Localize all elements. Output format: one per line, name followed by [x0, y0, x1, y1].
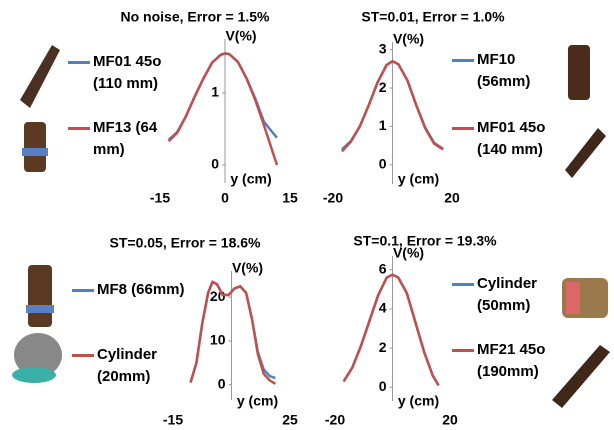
object-photos	[12, 45, 610, 408]
x-axis-label: y (cm)	[230, 171, 271, 187]
x-tick-label: 0	[221, 190, 229, 206]
series-line	[342, 273, 440, 386]
chart-title: ST=0.05, Error = 18.6%	[110, 235, 262, 251]
legend-swatch	[68, 127, 90, 130]
chart-title: No noise, Error = 1.5%	[121, 9, 271, 25]
legend-swatch	[72, 289, 94, 292]
y-tick-label: 4	[379, 300, 387, 316]
legend-label: Cylinder (50mm)	[477, 275, 538, 314]
x-tick-label: 15	[282, 190, 298, 206]
legend-swatch	[68, 61, 90, 64]
x-tick-label: 25	[282, 412, 298, 428]
legend-label: MF13 (64 mm)	[93, 119, 158, 158]
photo	[565, 128, 606, 178]
series-line	[189, 280, 277, 385]
legend-label: MF01 45o (110 mm)	[93, 53, 162, 92]
series-line	[342, 273, 440, 386]
y-tick-label: 1	[379, 117, 387, 133]
photo	[26, 305, 54, 313]
x-axis-label: y (cm)	[398, 393, 439, 409]
y-tick-label: 6	[379, 260, 387, 276]
x-tick-label: -15	[163, 412, 183, 428]
chart-title: ST=0.01, Error = 1.0%	[361, 9, 505, 25]
photo	[24, 122, 46, 172]
x-tick-label: -15	[150, 190, 170, 206]
legend-label: MF21 45o (190mm)	[477, 341, 546, 380]
x-tick-label: 20	[444, 190, 460, 206]
y-axis-label: V(%)	[232, 260, 263, 276]
legend-label: MF8 (66mm)	[97, 281, 185, 298]
y-axis-label: V(%)	[225, 28, 256, 44]
y-axis-label: V(%)	[393, 31, 424, 47]
x-tick-label: 20	[442, 412, 458, 428]
photo	[20, 45, 60, 108]
legend-swatch	[72, 354, 94, 357]
y-tick-label: 0	[218, 375, 226, 391]
legend-swatch	[452, 349, 474, 352]
y-tick-label: 0	[379, 378, 387, 394]
photo	[22, 148, 48, 156]
chart-title: ST=0.1, Error = 19.3%	[353, 233, 497, 249]
photo	[552, 345, 610, 408]
x-tick-label: -20	[323, 190, 343, 206]
photo	[14, 333, 62, 377]
photo	[566, 282, 580, 314]
y-axis-label: V(%)	[393, 245, 424, 261]
legend-label: MF10 (56mm)	[477, 51, 531, 90]
y-tick-label: 0	[379, 156, 387, 172]
legend-swatch	[452, 59, 474, 62]
series-line	[341, 59, 444, 153]
y-tick-label: 3	[379, 40, 387, 56]
x-axis-label: y (cm)	[237, 393, 278, 409]
legend-swatch	[452, 283, 474, 286]
x-axis-label: y (cm)	[398, 171, 439, 187]
y-tick-label: 2	[379, 339, 387, 355]
y-tick-label: 1	[211, 84, 219, 100]
legend-label: Cylinder (20mm)	[97, 346, 158, 385]
photo	[12, 367, 56, 383]
legend-label: MF01 45o (140 mm)	[477, 119, 546, 158]
y-tick-label: 0	[211, 156, 219, 172]
photo	[568, 45, 590, 100]
series-line	[167, 52, 279, 166]
x-tick-label: -20	[325, 412, 345, 428]
y-tick-label: 2	[379, 79, 387, 95]
photo	[28, 265, 52, 327]
legend-swatch	[452, 127, 474, 130]
y-tick-label: 10	[210, 332, 226, 348]
